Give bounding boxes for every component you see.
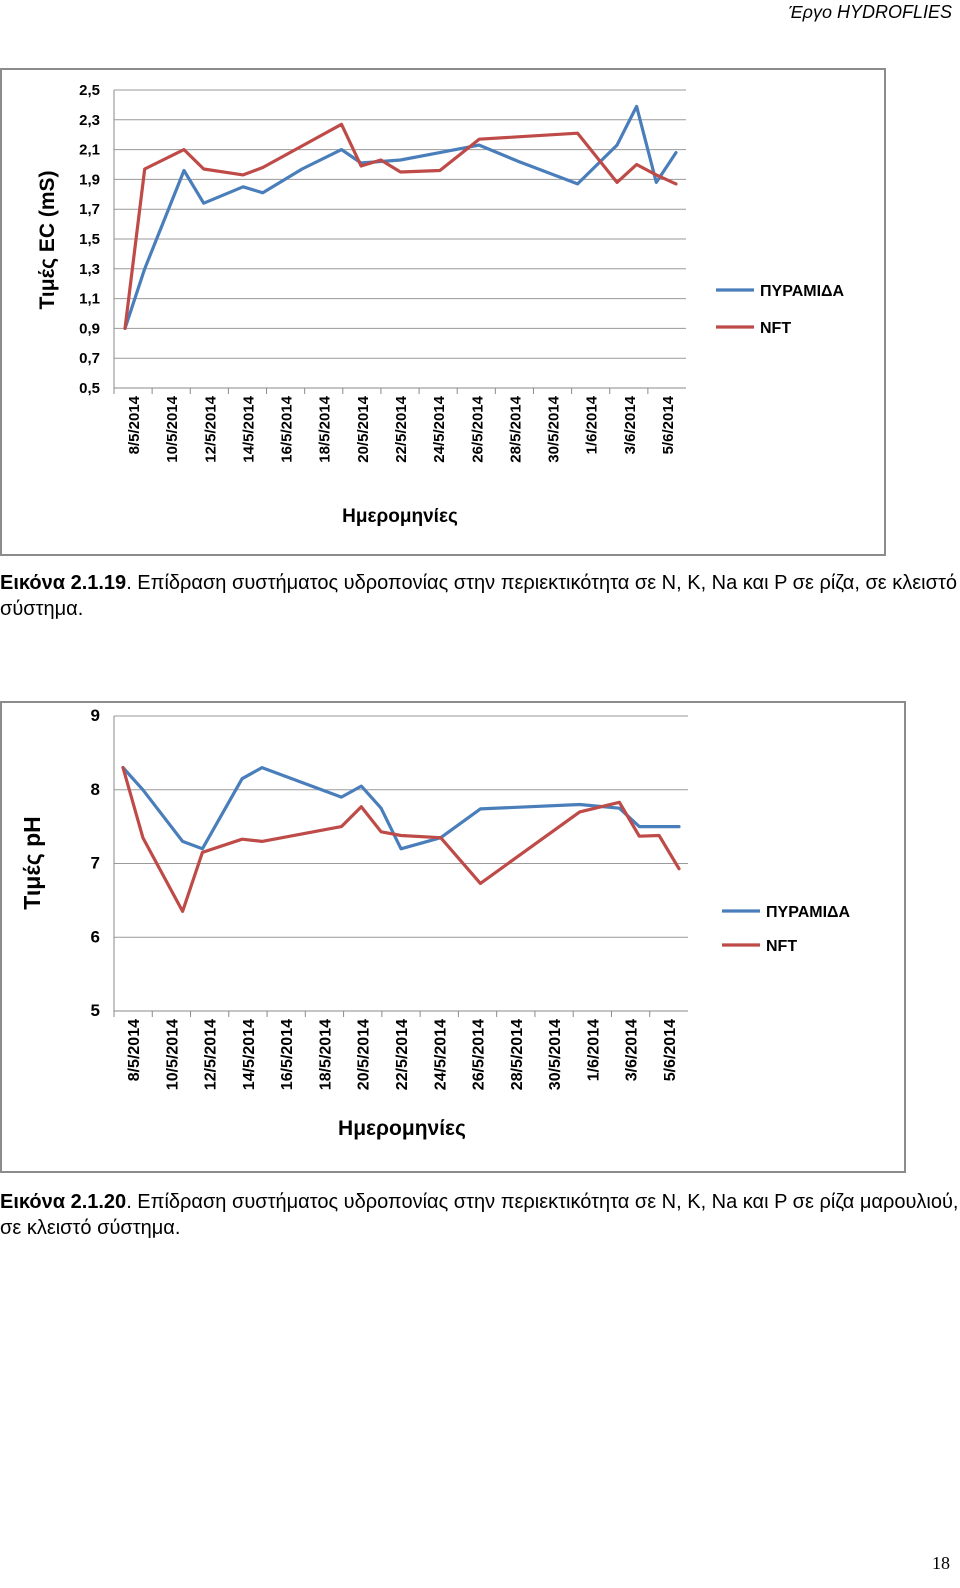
x-tick-label: 3/6/2014	[622, 395, 639, 454]
x-tick-label: 14/5/2014	[240, 395, 257, 462]
x-tick-label: 24/5/2014	[431, 395, 448, 462]
x-axis-title: Ημερομηνίες	[338, 1117, 466, 1140]
y-tick-label: 0,9	[79, 320, 100, 337]
series-line-pyramida	[123, 104, 678, 330]
x-tick-label: 1/6/2014	[584, 395, 601, 454]
y-tick-label: 1,5	[79, 231, 100, 248]
x-tick-label: 8/5/2014	[126, 395, 143, 454]
x-tick-label: 5/6/2014	[660, 395, 677, 454]
ec-chart-svg: 0,5 0,7 0,9 1,1 1,3 1,5 1,7 1,9 2,1 2,3 2,5 8/5/201…	[36, 82, 845, 527]
x-axis-title: Ημερομηνίες	[342, 506, 458, 527]
x-tick-label: 3/6/2014	[624, 1019, 641, 1081]
y-tick-label: 9	[91, 706, 100, 725]
y-tick-label: 1,3	[79, 261, 100, 278]
caption-number: Εικόνα 2.1.20	[0, 1191, 127, 1213]
x-tick-label: 20/5/2014	[355, 395, 372, 462]
series-line-nft	[121, 765, 681, 913]
y-tick-label: 0,5	[79, 380, 100, 397]
x-tick-label: 24/5/2014	[432, 1019, 449, 1090]
x-tick-label: 16/5/2014	[279, 395, 296, 462]
x-tick-label: 22/5/2014	[393, 395, 410, 462]
caption-text: . Επίδραση συστήματος υδροπονίας στην πε…	[0, 572, 957, 620]
x-tick-label: 8/5/2014	[126, 1019, 143, 1081]
legend-label: ΠΥΡΑΜΙΔΑ	[760, 283, 845, 300]
legend-label: NFT	[760, 320, 791, 337]
y-axis-title: Τιμές EC (mS)	[36, 170, 59, 309]
y-tick-label: 1,7	[79, 201, 100, 218]
y-tick-label: 2,3	[79, 112, 100, 129]
y-tick-label: 7	[91, 854, 100, 873]
x-tick-label: 30/5/2014	[547, 1019, 564, 1090]
series-line-nft	[123, 122, 678, 330]
x-tick-label: 10/5/2014	[164, 1019, 181, 1090]
y-tick-label: 1,9	[79, 171, 100, 188]
ec-chart: 0,5 0,7 0,9 1,1 1,3 1,5 1,7 1,9 2,1 2,3 2,5 8/5/201…	[0, 68, 886, 556]
x-tick-label: 14/5/2014	[241, 1019, 258, 1090]
ph-chart-svg: 5 6 7 8 9 8/5/2014 10/5/2014 12/5/2014 14/5/2014…	[19, 706, 851, 1140]
x-tick-label: 22/5/2014	[394, 1019, 411, 1090]
ph-chart: 5 6 7 8 9 8/5/2014 10/5/2014 12/5/2014 14/5/2014…	[0, 701, 906, 1173]
x-tick-label: 26/5/2014	[469, 395, 486, 462]
x-tick-label: 12/5/2014	[202, 395, 219, 462]
y-tick-label: 1,1	[79, 291, 100, 308]
figure-caption-2: Εικόνα 2.1.20. Επίδραση συστήματος υδροπ…	[0, 1189, 960, 1241]
x-tick-label: 18/5/2014	[317, 1019, 334, 1090]
document-header: Έργο HYDROFLIES	[788, 2, 952, 22]
x-tick-label: 18/5/2014	[317, 395, 334, 462]
y-tick-label: 0,7	[79, 350, 100, 367]
x-tick-label: 16/5/2014	[279, 1019, 296, 1090]
caption-text: . Επίδραση συστήματος υδροπονίας στην πε…	[0, 1191, 959, 1239]
x-tick-label: 26/5/2014	[471, 1019, 488, 1090]
x-tick-label: 20/5/2014	[356, 1019, 373, 1090]
x-tick-label: 1/6/2014	[585, 1019, 602, 1081]
caption-number: Εικόνα 2.1.19	[0, 572, 127, 594]
figure-caption-1: Εικόνα 2.1.19. Επίδραση συστήματος υδροπ…	[0, 570, 960, 622]
y-axis-title: Τιμές pH	[19, 816, 45, 909]
page-number: 18	[932, 1553, 950, 1573]
x-tick-label: 12/5/2014	[203, 1019, 220, 1090]
y-tick-label: 2,5	[79, 82, 100, 99]
x-tick-label: 10/5/2014	[164, 395, 181, 462]
y-tick-label: 5	[91, 1001, 100, 1020]
x-tick-label: 30/5/2014	[546, 395, 563, 462]
legend-label: ΠΥΡΑΜΙΔΑ	[766, 904, 851, 921]
x-tick-label: 28/5/2014	[509, 1019, 526, 1090]
y-tick-label: 6	[91, 927, 100, 946]
y-tick-label: 2,1	[79, 142, 100, 159]
legend-label: NFT	[766, 938, 797, 955]
x-tick-label: 5/6/2014	[662, 1019, 679, 1081]
x-tick-label: 28/5/2014	[507, 395, 524, 462]
y-tick-label: 8	[91, 780, 100, 799]
